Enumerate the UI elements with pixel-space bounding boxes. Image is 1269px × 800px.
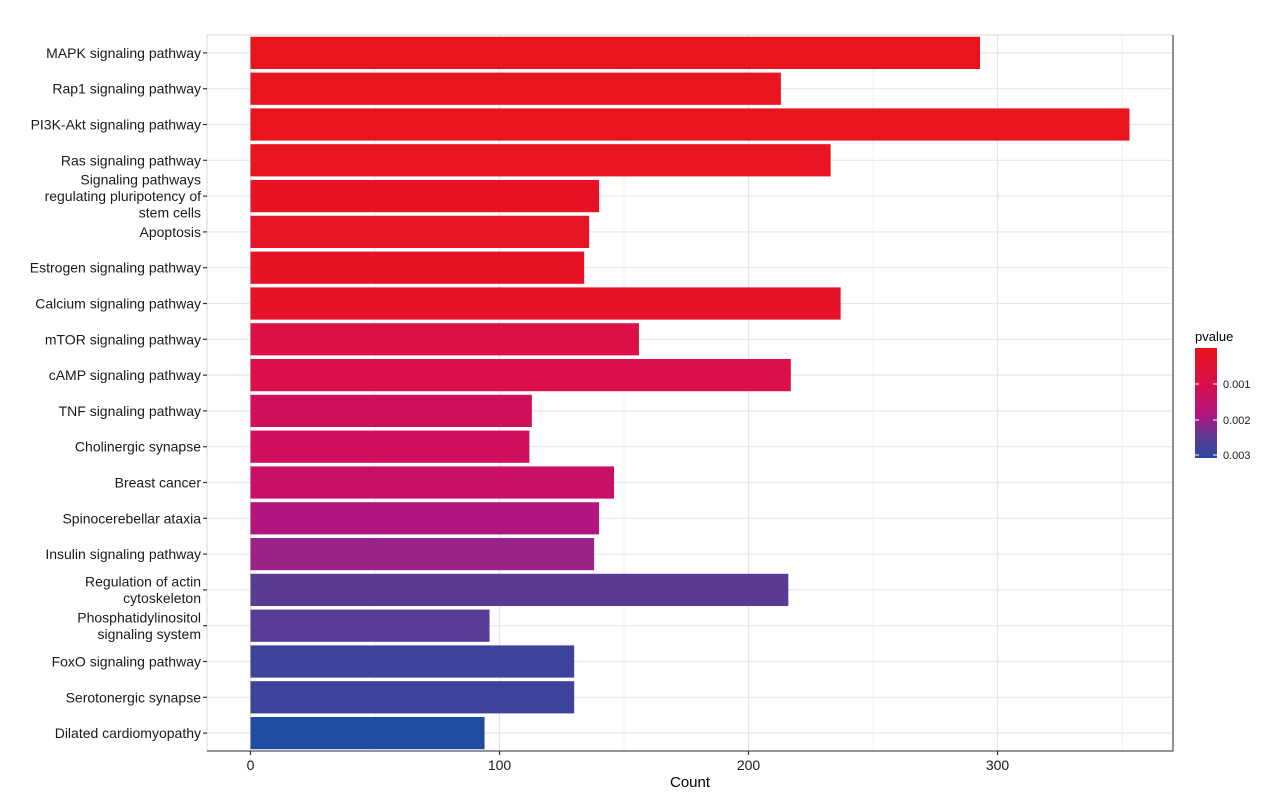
bar: [250, 251, 585, 284]
legend: pvalue 0.001 0.002 0.003: [1195, 329, 1251, 462]
x-tick-label: 0: [247, 757, 255, 773]
y-tick-label: Cholinergic synapse: [75, 439, 201, 455]
bar: [250, 72, 781, 105]
y-tick-label: Apoptosis: [140, 224, 201, 240]
bar: [250, 573, 789, 607]
y-tick-label: mTOR signaling pathway: [45, 331, 201, 347]
y-tick-label: Phosphatidylinositol signaling system: [77, 609, 201, 642]
x-tick-label: 300: [986, 757, 1010, 773]
y-tick-label: Calcium signaling pathway: [35, 296, 201, 312]
plot-panel: [206, 34, 1174, 752]
bar: [250, 645, 575, 678]
y-tick-label: Insulin signaling pathway: [45, 546, 201, 562]
x-tick-label: 100: [488, 757, 512, 773]
y-tick-label: PI3K-Akt signaling pathway: [31, 117, 201, 133]
bar: [250, 108, 1130, 141]
bar: [250, 36, 981, 70]
y-tick-label: MAPK signaling pathway: [46, 45, 201, 61]
bar: [250, 537, 595, 571]
y-tick-label: Signaling pathways regulating pluripotenc…: [45, 172, 202, 221]
legend-colorbar: [1195, 348, 1217, 458]
y-tick-label: FoxO signaling pathway: [52, 654, 201, 670]
y-tick-label: cAMP signaling pathway: [49, 367, 201, 383]
bar: [250, 144, 831, 177]
legend-tick-label: 0.003: [1223, 450, 1251, 462]
y-tick-label: Serotonergic synapse: [66, 689, 202, 705]
y-tick-label: Estrogen signaling pathway: [30, 260, 201, 276]
bar: [250, 502, 600, 535]
y-tick-label: Spinocerebellar ataxia: [62, 510, 201, 526]
x-axis-title: Count: [670, 774, 711, 791]
bar: [250, 681, 575, 714]
bar: [250, 716, 485, 750]
bar: [250, 323, 639, 356]
legend-tick-label: 0.001: [1223, 379, 1251, 391]
y-axis-labels: MAPK signaling pathway Rap1 signaling pat…: [30, 45, 207, 741]
bar: [250, 358, 791, 392]
bar: [250, 466, 615, 499]
y-tick-label: Regulation of actin cytoskeleton: [85, 574, 201, 607]
bar: [250, 430, 530, 463]
legend-title: pvalue: [1195, 329, 1233, 344]
x-axis: 0 100 200 300: [247, 751, 1010, 773]
bar: [250, 215, 590, 249]
bar: [250, 287, 841, 320]
bar: [250, 394, 532, 428]
legend-tick-label: 0.002: [1223, 415, 1251, 427]
x-tick-label: 200: [737, 757, 761, 773]
bar: [250, 609, 490, 642]
y-tick-label: TNF signaling pathway: [59, 403, 201, 419]
bar: [250, 179, 600, 213]
y-tick-label: Ras signaling pathway: [61, 152, 201, 168]
y-tick-label: Breast cancer: [115, 475, 202, 491]
y-tick-label: Dilated cardiomyopathy: [55, 725, 201, 741]
y-tick-label: Rap1 signaling pathway: [52, 81, 201, 97]
bars-group: [250, 36, 1130, 750]
